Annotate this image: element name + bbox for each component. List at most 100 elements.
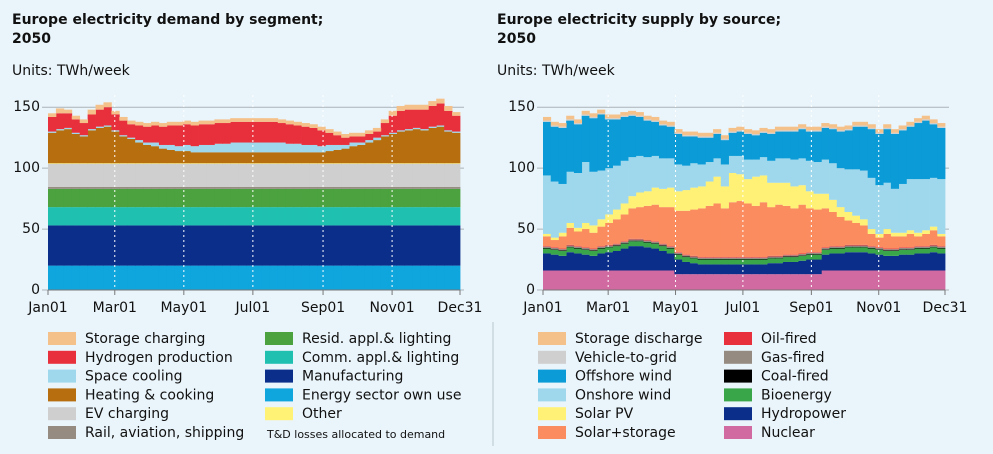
area-segment — [720, 138, 729, 141]
area-segment — [420, 104, 429, 110]
area-segment — [388, 163, 398, 188]
x-tick-label: Jul01 — [235, 300, 271, 316]
area-segment — [444, 163, 453, 164]
area-segment — [372, 188, 382, 208]
area-segment — [628, 110, 637, 115]
area-segment — [436, 103, 445, 126]
area-segment — [790, 159, 799, 187]
area-segment — [759, 257, 768, 258]
area-segment — [658, 244, 668, 246]
area-segment — [452, 225, 461, 266]
area-segment — [921, 230, 930, 234]
area-segment — [736, 264, 745, 275]
area-segment — [782, 130, 791, 132]
area-segment — [937, 233, 946, 237]
area-segment — [597, 270, 606, 290]
legend-label: Solar PV — [575, 406, 634, 422]
area-segment — [269, 142, 279, 153]
area-segment — [436, 163, 445, 188]
legend-label: Gas-fired — [761, 350, 825, 366]
area-segment — [254, 225, 263, 266]
area-segment — [428, 207, 437, 226]
area-segment — [372, 265, 382, 290]
area-segment — [198, 152, 207, 164]
area-segment — [301, 123, 310, 127]
area-segment — [238, 163, 247, 188]
area-segment — [277, 187, 287, 189]
area-segment — [325, 132, 334, 145]
area-segment — [71, 188, 81, 208]
area-segment — [285, 187, 295, 189]
area-segment — [325, 144, 334, 152]
area-segment — [254, 188, 263, 208]
area-segment — [293, 163, 302, 188]
area-segment — [254, 118, 263, 122]
area-segment — [566, 244, 575, 246]
area-segment — [774, 158, 784, 183]
area-segment — [790, 254, 799, 256]
area-segment — [151, 121, 160, 126]
area-segment — [581, 114, 590, 116]
x-tick-label: Mar01 — [93, 300, 137, 316]
area-segment — [325, 188, 334, 208]
area-segment — [71, 207, 81, 226]
area-segment — [550, 181, 559, 238]
area-segment — [325, 163, 334, 164]
area-segment — [774, 131, 784, 159]
area-segment — [428, 127, 437, 164]
area-segment — [612, 243, 621, 245]
area-segment — [914, 247, 923, 249]
area-segment — [604, 270, 613, 290]
area-segment — [158, 225, 168, 266]
area-segment — [790, 255, 799, 257]
area-segment — [620, 248, 629, 271]
area-segment — [744, 129, 753, 133]
area-segment — [452, 132, 461, 164]
area-segment — [744, 159, 753, 180]
legend-swatch — [538, 332, 566, 345]
area-segment — [728, 257, 737, 258]
area-segment — [813, 162, 822, 194]
area-segment — [301, 126, 310, 145]
area-segment — [751, 205, 760, 258]
area-segment — [87, 163, 96, 164]
area-segment — [158, 144, 168, 149]
area-segment — [428, 163, 437, 188]
area-segment — [921, 247, 930, 249]
area-segment — [929, 245, 938, 247]
area-segment — [63, 129, 73, 164]
area-segment — [736, 130, 745, 132]
area-segment — [412, 265, 421, 290]
area-segment — [420, 163, 429, 188]
area-segment — [127, 187, 136, 189]
area-segment — [444, 225, 453, 266]
area-segment — [301, 188, 310, 208]
area-segment — [859, 170, 869, 220]
area-segment — [689, 274, 699, 290]
area-segment — [143, 207, 152, 226]
area-segment — [728, 258, 737, 260]
area-segment — [372, 225, 382, 266]
area-segment — [166, 187, 176, 189]
area-segment — [143, 144, 152, 164]
area-segment — [452, 163, 461, 188]
area-segment — [852, 121, 861, 126]
area-segment — [898, 249, 907, 250]
area-segment — [349, 163, 358, 188]
area-segment — [95, 187, 104, 189]
area-segment — [55, 108, 65, 114]
area-segment — [198, 124, 207, 145]
area-segment — [412, 163, 421, 164]
area-segment — [293, 265, 302, 290]
area-segment — [829, 127, 838, 130]
area-segment — [604, 214, 613, 223]
area-segment — [63, 127, 73, 130]
area-segment — [71, 265, 81, 290]
area-segment — [158, 188, 168, 208]
area-segment — [396, 163, 405, 164]
area-segment — [937, 179, 946, 234]
area-segment — [206, 144, 215, 153]
area-segment — [285, 225, 295, 266]
area-segment — [388, 110, 398, 116]
area-segment — [230, 121, 239, 143]
